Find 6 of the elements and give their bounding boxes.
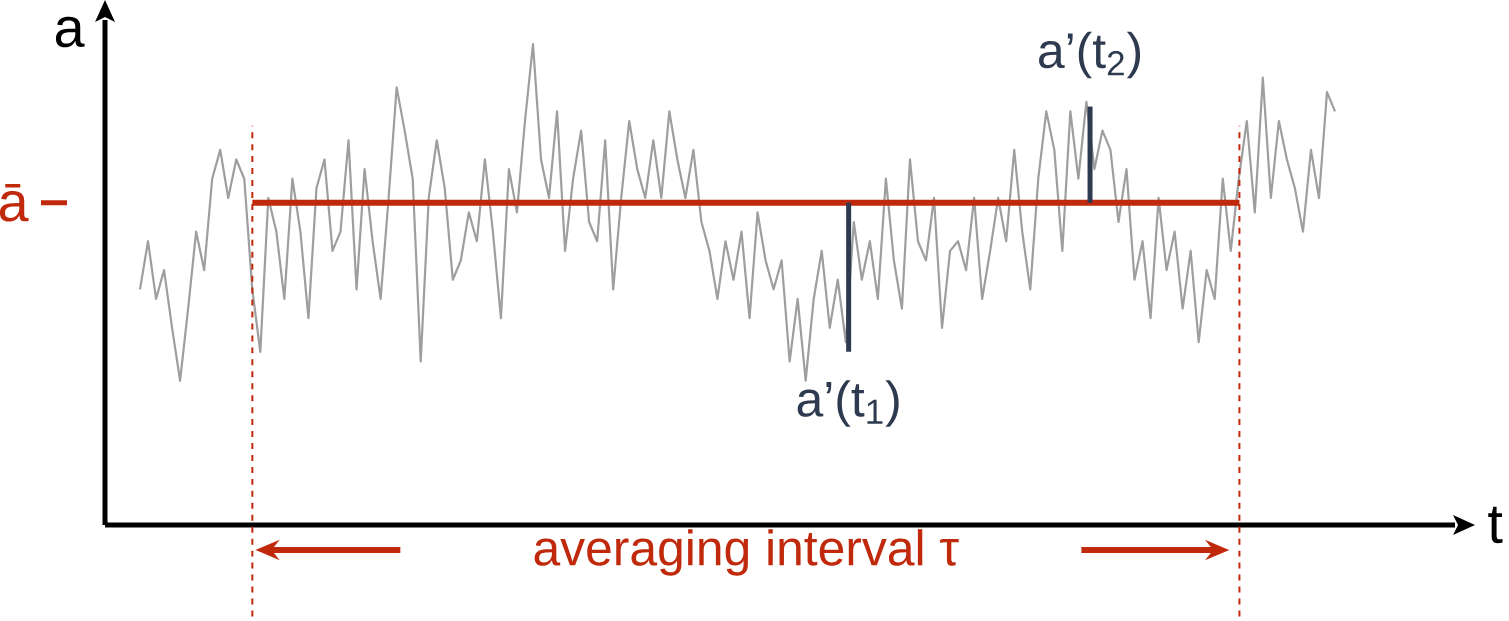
x-axis-title: t — [1488, 506, 1503, 544]
annotation: a’(t$_{1}$) — [797, 380, 899, 427]
y-axis-title: a — [55, 16, 85, 48]
annotation: a’(t$_{2}$) — [1039, 31, 1141, 79]
ref-line-label: ā — [0, 183, 29, 222]
text: averaging interval τ — [534, 529, 959, 576]
